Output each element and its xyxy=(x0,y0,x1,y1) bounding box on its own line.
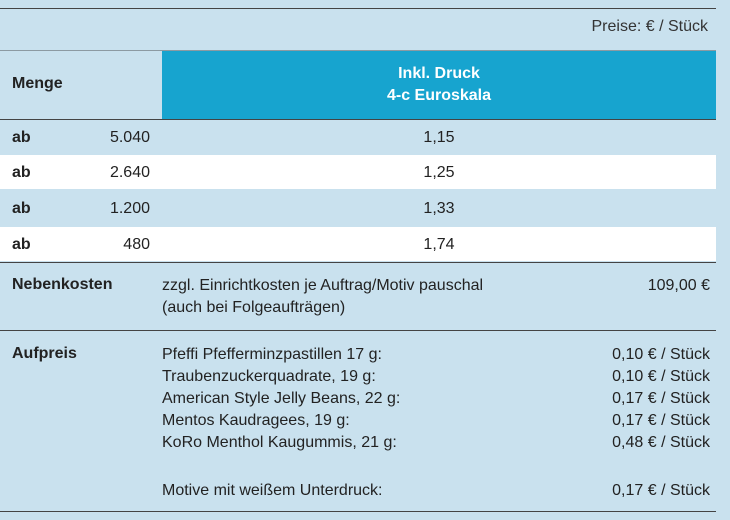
row-price: 1,74 xyxy=(423,236,455,253)
row-prefix: ab xyxy=(12,129,31,146)
table-row: ab 480 1,74 xyxy=(0,227,716,261)
aufpreis-item-price: 0,10 € / Stück xyxy=(612,346,710,363)
druck-header: Inkl. Druck 4-c Euroskala xyxy=(162,51,716,119)
table-row: ab 2.640 1,25 xyxy=(0,155,716,189)
table-row: ab 1.200 1,33 xyxy=(0,191,716,225)
table-header: Menge Inkl. Druck 4-c Euroskala xyxy=(0,51,716,119)
row-quantity: 2.640 xyxy=(109,164,150,181)
aufpreis-item-price: 0,10 € / Stück xyxy=(612,368,710,385)
row-quantity: 5.040 xyxy=(109,129,150,146)
table-row: ab 5.040 1,15 xyxy=(0,120,716,154)
row-quantity: 1.200 xyxy=(109,200,150,217)
quantity-bottom-rule xyxy=(0,262,716,263)
price-unit-note: Preise: € / Stück xyxy=(591,18,709,35)
aufpreis-item: KoRo Menthol Kaugummis, 21 g: xyxy=(162,434,397,451)
row-price: 1,25 xyxy=(423,164,455,181)
aufpreis-item: Traubenzuckerquadrate, 19 g: xyxy=(162,368,376,385)
aufpreis-item: American Style Jelly Beans, 22 g: xyxy=(162,390,401,407)
row-prefix: ab xyxy=(12,200,31,217)
aufpreis-extra-price: 0,17 € / Stück xyxy=(612,482,710,499)
nebenkosten-amount: 109,00 € xyxy=(647,277,710,294)
header-bottom-rule xyxy=(0,119,716,120)
nebenkosten-line2: (auch bei Folgeaufträgen) xyxy=(162,299,346,316)
aufpreis-item: Mentos Kaudragees, 19 g: xyxy=(162,412,350,429)
nebenkosten-bottom-rule xyxy=(0,330,716,331)
aufpreis-item-price: 0,17 € / Stück xyxy=(612,390,710,407)
row-prefix: ab xyxy=(12,164,31,181)
header-divider xyxy=(0,50,716,51)
aufpreis-label: Aufpreis xyxy=(12,345,77,362)
druck-header-line2: 4-c Euroskala xyxy=(386,87,492,104)
row-prefix: ab xyxy=(12,236,31,253)
row-quantity: 480 xyxy=(123,236,150,253)
top-rule xyxy=(0,8,716,9)
aufpreis-item-price: 0,17 € / Stück xyxy=(612,412,710,429)
menge-header: Menge xyxy=(12,75,63,92)
bottom-rule xyxy=(0,511,716,512)
aufpreis-item: Pfeffi Pfefferminzpastillen 17 g: xyxy=(162,346,382,363)
druck-header-line1: Inkl. Druck xyxy=(398,65,480,82)
row-price: 1,15 xyxy=(423,129,455,146)
aufpreis-item-price: 0,48 € / Stück xyxy=(612,434,710,451)
nebenkosten-label: Nebenkosten xyxy=(12,276,113,293)
aufpreis-extra: Motive mit weißem Unterdruck: xyxy=(162,482,383,499)
nebenkosten-line1: zzgl. Einrichtkosten je Auftrag/Motiv pa… xyxy=(162,277,484,294)
row-price: 1,33 xyxy=(423,200,455,217)
